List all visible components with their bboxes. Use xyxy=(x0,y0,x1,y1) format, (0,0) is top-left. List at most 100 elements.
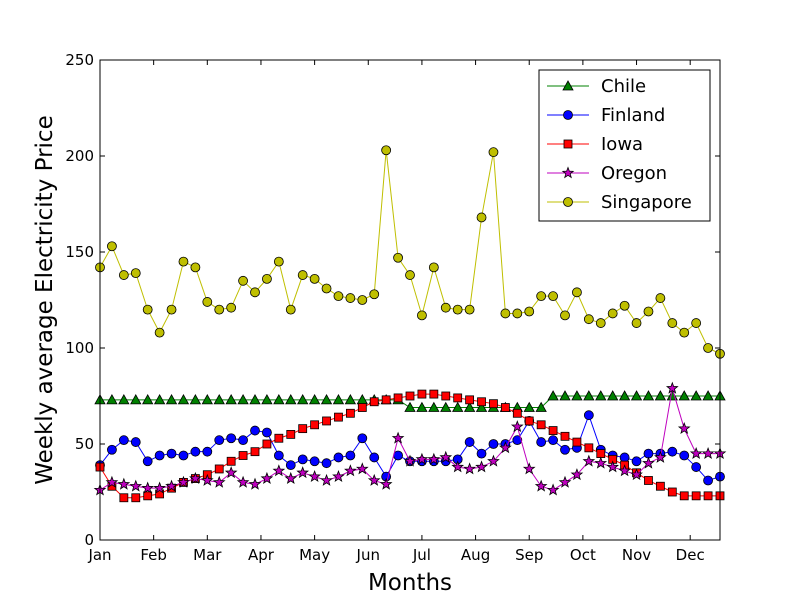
singapore-point xyxy=(512,308,523,319)
finland-point xyxy=(691,462,702,472)
oregon-point xyxy=(499,441,512,454)
finland-point xyxy=(262,427,272,438)
singapore-point xyxy=(452,304,463,315)
oregon-point xyxy=(260,471,274,484)
oregon-point xyxy=(284,471,298,484)
axis-ticks: 0 50 100 150 200 250 Jan Feb Mar Apr May Jun Jul Aug S… xyxy=(65,51,720,564)
oregon-point xyxy=(475,460,488,473)
legend-label: Chile xyxy=(601,76,646,97)
iowa-point xyxy=(298,424,308,434)
singapore-point xyxy=(488,147,499,158)
singapore-point xyxy=(262,273,272,284)
iowa-point xyxy=(345,408,355,418)
oregon-point xyxy=(618,464,631,477)
series-oregon xyxy=(93,381,727,496)
oregon-point xyxy=(582,454,596,467)
singapore-point xyxy=(595,318,606,328)
oregon-point xyxy=(248,477,262,490)
singapore-point xyxy=(405,270,415,280)
finland-point xyxy=(285,460,296,471)
chile-point xyxy=(463,401,476,412)
legend-label: Iowa xyxy=(601,134,643,155)
iowa-point xyxy=(238,451,248,460)
chile-point xyxy=(130,394,142,405)
chile-point xyxy=(523,401,535,412)
x-tick-label: Mar xyxy=(193,546,222,564)
series-singapore xyxy=(95,145,725,359)
x-tick-label: Aug xyxy=(461,546,490,564)
finland-point xyxy=(548,435,558,446)
finland-point xyxy=(214,435,225,446)
chile-point xyxy=(678,390,690,401)
series-layer xyxy=(93,145,727,503)
chile-point xyxy=(440,401,452,412)
legend-marker xyxy=(561,166,575,179)
singapore-point xyxy=(667,318,678,328)
chile-point xyxy=(702,390,714,401)
finland-point xyxy=(369,452,380,463)
finland-point xyxy=(250,425,260,436)
singapore-point xyxy=(464,304,475,315)
iowa-point xyxy=(572,437,582,447)
iowa-point xyxy=(644,476,653,485)
singapore-point xyxy=(321,283,332,294)
x-tick-label: May xyxy=(299,546,330,564)
chile-point xyxy=(273,394,285,405)
oregon-point xyxy=(344,464,357,477)
iowa-point xyxy=(679,491,689,501)
chile-point xyxy=(165,394,178,405)
finland-point xyxy=(583,410,594,421)
singapore-point xyxy=(214,304,225,315)
chile-point xyxy=(320,394,333,405)
x-tick-label: Nov xyxy=(622,546,651,564)
singapore-point xyxy=(154,327,165,338)
legend: Chile Finland Iowa Oregon Singapore xyxy=(538,69,711,222)
finland-point xyxy=(202,446,213,457)
finland-point xyxy=(130,437,141,447)
iowa-point xyxy=(262,439,272,449)
chile-point xyxy=(642,390,655,401)
finland-point xyxy=(619,452,630,463)
iowa-point xyxy=(584,443,594,453)
oregon-point xyxy=(177,475,190,488)
chile-point xyxy=(595,390,607,401)
oregon-point xyxy=(654,450,667,463)
iowa-point xyxy=(667,487,677,497)
iowa-point xyxy=(453,393,463,403)
chile-point xyxy=(237,394,249,405)
chile-point xyxy=(559,390,571,401)
singapore-point xyxy=(118,270,129,280)
singapore-point xyxy=(107,241,117,252)
oregon-point xyxy=(308,469,321,483)
legend-item-singapore: Singapore xyxy=(547,192,692,213)
iowa-point xyxy=(596,449,606,459)
series-chile xyxy=(94,390,726,412)
chile-point xyxy=(285,394,297,405)
x-tick-label: Oct xyxy=(570,546,596,564)
singapore-point xyxy=(643,306,654,317)
y-tick-label: 150 xyxy=(65,243,94,261)
singapore-point xyxy=(679,327,690,338)
iowa-point xyxy=(524,416,534,426)
iowa-point xyxy=(357,403,367,412)
oregon-point xyxy=(403,454,417,467)
singapore-point xyxy=(536,291,547,302)
oregon-point xyxy=(689,446,703,459)
singapore-point xyxy=(226,302,237,313)
oregon-point xyxy=(510,420,524,433)
y-tick-label: 200 xyxy=(65,147,94,165)
iowa-point xyxy=(465,395,475,405)
iowa-point xyxy=(477,397,486,407)
finland-point xyxy=(190,446,201,457)
finland-point xyxy=(178,450,189,461)
singapore-point xyxy=(440,302,451,313)
chile-point xyxy=(225,394,237,405)
x-tick-label: Dec xyxy=(676,546,705,564)
x-tick-label: Feb xyxy=(140,546,167,564)
oregon-point xyxy=(224,466,238,479)
chile-point xyxy=(213,394,225,405)
oregon-point xyxy=(355,462,369,475)
legend-marker xyxy=(562,80,574,91)
oregon-point xyxy=(320,473,333,486)
y-tick-label: 50 xyxy=(75,435,94,453)
